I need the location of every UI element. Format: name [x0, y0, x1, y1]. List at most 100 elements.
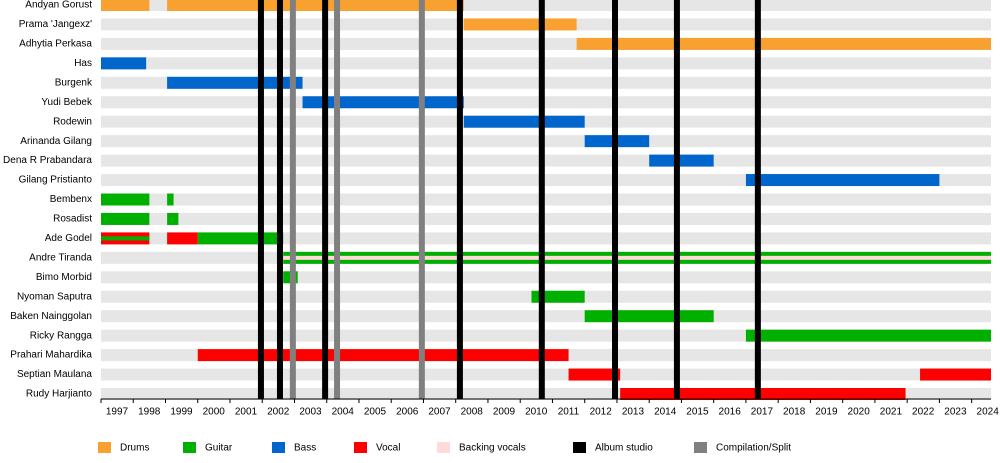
member-label: Bimo Morbid — [36, 272, 92, 283]
x-tick-label: 2014 — [654, 407, 677, 418]
member-bar — [649, 154, 714, 167]
x-tick-label: 2017 — [751, 407, 774, 418]
member-label: Septian Maulana — [17, 369, 92, 380]
event-line — [257, 0, 264, 399]
member-label: Adhytia Perkasa — [19, 39, 92, 50]
member-bar — [463, 115, 585, 128]
x-tick-label: 2009 — [493, 407, 516, 418]
x-tick-label: 2023 — [944, 407, 967, 418]
legend-label: Vocal — [376, 443, 400, 454]
member-bar — [197, 232, 284, 245]
member-label: Yudi Bebek — [41, 97, 93, 108]
event-line — [538, 0, 545, 399]
member-bar — [745, 174, 940, 187]
event-line — [322, 0, 329, 399]
legend-label: Bass — [294, 443, 316, 454]
member-bar — [167, 76, 303, 89]
member-label: Ade Godel — [45, 233, 92, 244]
member-label: Gilang Pristianto — [19, 175, 93, 186]
member-label: Baken Nainggolan — [10, 311, 92, 322]
x-tick-label: 2005 — [364, 407, 387, 418]
legend-swatch — [183, 442, 196, 453]
x-tick-label: 2008 — [461, 407, 484, 418]
member-bar — [101, 57, 147, 70]
x-tick-label: 2021 — [880, 407, 903, 418]
x-tick-label: 2002 — [267, 407, 290, 418]
legend-swatch — [98, 442, 111, 453]
member-label: Rosadist — [53, 214, 92, 225]
row-stripe — [101, 368, 991, 381]
x-tick-label: 2006 — [396, 407, 419, 418]
member-bar — [167, 193, 174, 206]
member-label: Andre Tiranda — [29, 252, 92, 263]
x-tick-label: 2015 — [686, 407, 709, 418]
x-tick-label: 2022 — [912, 407, 935, 418]
legend-swatch — [272, 442, 285, 453]
row-stripe — [101, 0, 991, 11]
member-label: Rodewin — [53, 116, 92, 127]
row-stripe — [101, 310, 991, 323]
member-bar — [745, 329, 991, 342]
x-tick-label: 2012 — [590, 407, 613, 418]
member-label: Ricky Rangga — [30, 330, 93, 341]
legend-swatch — [437, 442, 450, 453]
legend-label: Backing vocals — [459, 443, 526, 454]
legend-label: Drums — [120, 443, 149, 454]
event-line — [418, 0, 425, 399]
member-bar — [463, 18, 577, 31]
member-bar — [576, 37, 991, 50]
row-stripe — [101, 193, 991, 206]
x-tick-label: 2000 — [203, 407, 226, 418]
x-tick-label: 2003 — [299, 407, 322, 418]
event-line — [673, 0, 680, 399]
event-line — [276, 0, 283, 399]
member-bar — [568, 368, 621, 381]
member-bar — [283, 255, 991, 260]
member-label: Prahari Mahardika — [10, 350, 92, 361]
x-tick-label: 2024 — [977, 407, 1000, 418]
member-bar — [584, 310, 714, 323]
x-tick-label: 2007 — [428, 407, 451, 418]
row-stripe — [101, 271, 991, 284]
event-line — [456, 0, 463, 399]
row-stripe — [101, 96, 991, 109]
row-stripe — [101, 154, 991, 167]
legend-label: Album studio — [595, 443, 653, 454]
legend-swatch — [694, 442, 707, 453]
x-tick-label: 2016 — [719, 407, 742, 418]
member-bar — [920, 368, 991, 381]
member-bar — [101, 0, 150, 11]
legend-swatch — [573, 442, 586, 453]
legend-swatch — [354, 442, 367, 453]
x-tick-label: 2019 — [815, 407, 838, 418]
x-tick-label: 2010 — [525, 407, 548, 418]
member-label: Prama 'Jangexz' — [19, 19, 92, 30]
member-bar — [620, 388, 906, 400]
x-tick-label: 2001 — [235, 407, 258, 418]
x-tick-label: 2011 — [558, 407, 580, 418]
member-bar — [101, 193, 150, 206]
event-line — [334, 0, 341, 399]
row-stripe — [101, 212, 991, 225]
member-label: Burgenk — [55, 77, 93, 88]
legend-label: Guitar — [205, 443, 233, 454]
member-bar — [197, 349, 569, 362]
member-label: Rudy Harjianto — [26, 389, 93, 400]
row-stripe — [101, 135, 991, 148]
x-tick-label: 1998 — [138, 407, 161, 418]
member-bar — [167, 232, 198, 245]
x-tick-label: 2013 — [622, 407, 645, 418]
x-tick-label: 1999 — [170, 407, 193, 418]
event-line — [754, 0, 761, 399]
x-tick-label: 2020 — [848, 407, 871, 418]
member-label: Dena R Prabandara — [3, 155, 92, 166]
member-label: Andyan Gorust — [25, 0, 92, 11]
member-label: Has — [74, 58, 92, 69]
x-tick-label: 1997 — [106, 407, 129, 418]
legend-label: Compilation/Split — [716, 443, 791, 454]
x-tick-label: 2018 — [783, 407, 806, 418]
row-stripe — [101, 57, 991, 70]
member-bar — [167, 0, 464, 11]
event-line — [612, 0, 619, 399]
